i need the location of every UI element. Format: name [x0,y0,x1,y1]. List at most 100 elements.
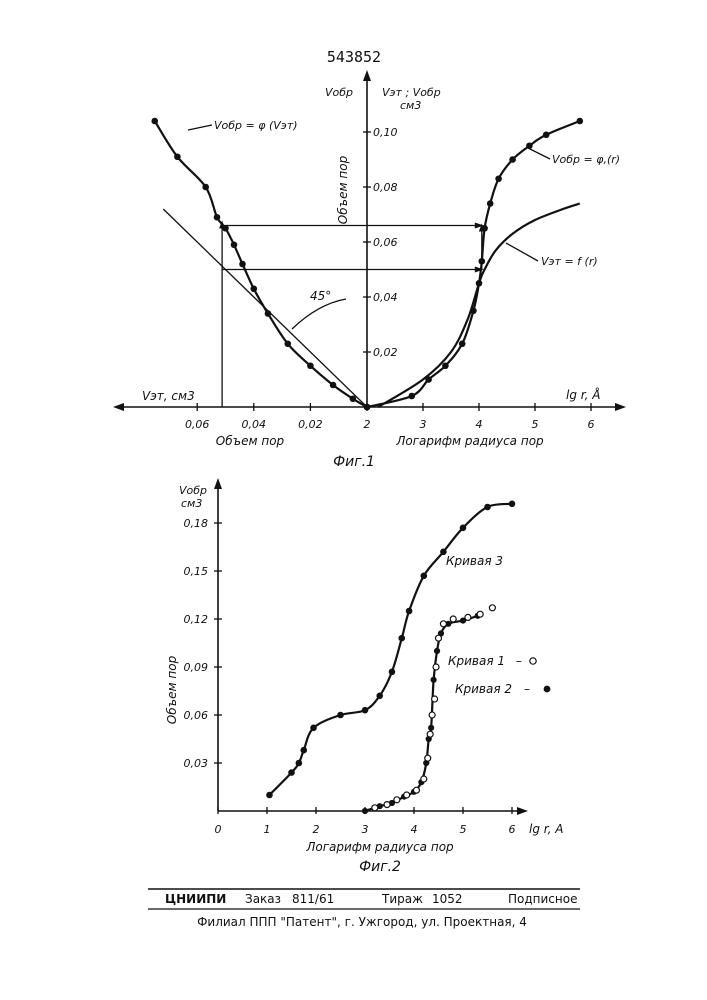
fig2-legend-open-circle [530,658,536,664]
fig2-y-tick-label: 0,09 [184,661,209,674]
fig2-curve-1-point [421,776,427,782]
fig1-series-vet-f-r-line [378,204,580,408]
fig1-series-vobr-phi-r-point [409,393,416,400]
fig1-leader-3 [506,243,538,261]
fig2-curve-3-point [310,725,317,732]
fig2-curve-1-point [432,696,438,702]
fig2-curve-3-point [484,504,491,511]
fig1-right-axis-unit: lg r, Å [566,387,600,402]
fig1-ticks: 0,020,040,060,080,100,060,040,0223456 [185,126,595,431]
fig2-curve-1-point [433,664,439,670]
fig1-up-arrow [363,70,371,81]
fig2-curve-3-point [406,608,413,615]
fig2-y-label-unit: см3 [181,497,202,510]
fig2-curve-3-point [421,573,428,580]
footer: ЦНИИПИ Заказ 811/61 Тираж 1052 Подписное… [148,889,580,929]
fig2-marker-label-curve-2: – [524,682,530,696]
fig1-y-tick-label: 0,06 [373,236,398,249]
fig1-series-label-f-r: Vэт = f (r) [541,255,598,268]
fig1-angle-arc [292,299,346,329]
fig1-series-vobr-phi-vet-point [330,382,337,389]
fig2-y-tick-label: 0,03 [184,757,209,770]
fig1-series-vobr-phi-vet-point [174,153,181,160]
fig2-curve-1-point [477,611,483,617]
fig2-curve-2-point [431,677,437,683]
fig1-y-axis-unit: см3 [400,99,421,112]
fig2-legend-filled-circle [544,686,551,693]
fig2-curve-1-point [404,792,410,798]
footer-branch: Филиал ППП "Патент", г. Ужгород, ул. Про… [197,915,527,929]
fig1-series-vobr-phi-r-point [509,156,516,163]
fig1-leader-2 [528,148,550,159]
fig2-y-arrow [214,478,222,489]
fig2-curve-1-point [384,802,390,808]
patent-number: 543852 [327,48,381,66]
fig1-series-vobr-phi-r-point [479,258,486,265]
fig1-series-vobr-phi-vet-point [214,214,221,221]
fig2-curve-1-point [425,755,431,761]
fig2-curve-1-point [429,712,435,718]
fig2-curve-2-point [434,648,440,654]
figure-2: Vобр см3 Объем пор lg r, A Логарифм ради… [165,478,563,875]
fig1-left-axis-label: Vэт, см3 [142,389,195,403]
fig2-x-tick-label: 2 [313,823,320,836]
footer-subscription: Подписное [508,892,577,906]
fig2-x-tick-label: 1 [264,823,271,836]
fig1-series-vobr-phi-vet-point [265,310,272,317]
fig2-curve-3-point [288,769,295,776]
fig1-vobr-label: Vобр [325,86,353,99]
fig2-curve-3-point [398,635,405,642]
fig2-curve-1-point [450,616,456,622]
fig2-curve-3-point [389,669,396,676]
fig1-series-vobr-phi-vet-point [251,285,258,292]
fig1-series-vobr-phi-r-point [364,404,371,411]
fig1-series-vobr-phi-r-point [481,225,488,232]
fig1-series-vobr-phi-vet-point [222,225,229,232]
fig2-curve-1-point [372,805,378,811]
fig1-right-tick-label: 6 [588,418,595,431]
fig2-curve-1-point [394,797,400,803]
fig2-x-axis-unit: lg r, A [529,822,563,836]
fig2-x-tick-label: 5 [460,823,467,836]
fig1-series-vobr-phi-vet-point [231,241,238,248]
fig1-right-arrow [615,403,626,411]
fig1-series-vobr-phi-vet-point [307,362,314,369]
fig2-curve-2-point [428,725,434,731]
footer-org: ЦНИИПИ [165,892,226,906]
fig2-curve-1-point [427,731,433,737]
fig1-series-vobr-phi-vet-point [239,261,246,268]
figure-1: Vэт, см3 Объем пор Логарифм радиуса пор … [113,70,626,470]
fig1-y-axis-label-top: Vэт ; Vобр [382,86,441,99]
fig1-y-axis-title: Объем пор [336,155,350,224]
fig2-curve-2-point [362,808,368,814]
fig1-left-tick-label: 0,06 [185,418,210,431]
fig1-left-tick-label: 0,02 [298,418,323,431]
fig1-right-tick-label: 4 [476,418,483,431]
fig2-curve-3-point [509,501,516,508]
fig1-right-tick-label: 5 [532,418,539,431]
fig2-curve-1-point [465,614,471,620]
fig2-x-axis-title: Логарифм радиуса пор [305,840,454,854]
fig2-y-axis-title: Объем пор [165,655,179,724]
fig1-right-axis-label: Логарифм радиуса пор [395,434,544,448]
fig2-y-label-top: Vобр [179,484,207,497]
fig1-y-tick-label: 0,04 [373,291,398,304]
fig2-x-tick-label: 0 [215,823,222,836]
fig2-x-tick-label: 3 [362,823,369,836]
fig1-series-vobr-phi-r-point [526,142,533,149]
fig1-y-tick-label: 0,08 [373,181,398,194]
fig1-right-tick-label: 2 [364,418,371,431]
fig1-series-vobr-phi-r-point [459,340,466,347]
fig1-leader-1 [188,125,212,130]
fig2-y-tick-label: 0,12 [184,613,209,626]
fig1-y-tick-label: 0,02 [373,346,398,359]
fig1-series-vobr-phi-r-point [495,175,502,182]
fig2-curve-1-point [489,605,495,611]
fig1-left-tick-label: 0,04 [242,418,267,431]
fig2-label-curve-1: Кривая 1 [448,654,505,668]
fig2-curve-3-point [300,747,307,754]
fig2-curve-3-point [460,525,467,532]
fig2-curve-1-point [436,635,442,641]
fig2-y-tick-label: 0,06 [184,709,209,722]
